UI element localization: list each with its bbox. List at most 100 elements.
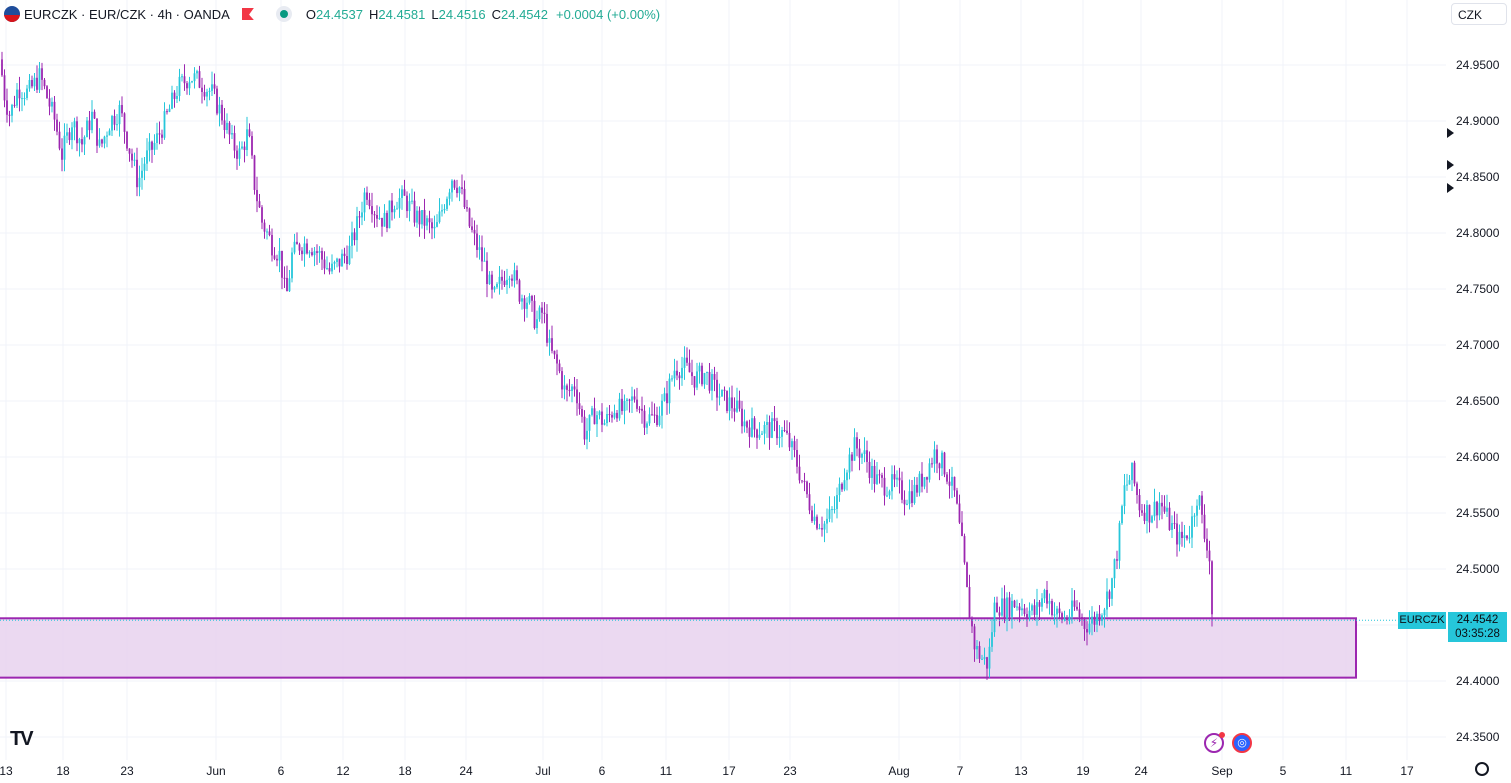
- candle-body: [641, 408, 643, 411]
- candle: [186, 80, 188, 95]
- candle-body: [393, 209, 396, 213]
- candle: [783, 420, 786, 433]
- price-tick-label: 24.3500: [1456, 730, 1500, 744]
- candle-body: [111, 115, 113, 131]
- candle-body: [651, 414, 653, 416]
- symbol-title[interactable]: EURCZK · EUR/CZK · 4h · OANDA: [24, 6, 230, 22]
- candle: [1021, 598, 1023, 616]
- candle: [616, 410, 618, 422]
- candle-body: [206, 91, 208, 97]
- time-axis[interactable]: 13 18 23 Jun 6 12 18 24 Jul 6 11 17 23 Aug 7 13 19 24 Sep 5…: [0, 764, 1414, 778]
- candle-body: [601, 411, 603, 425]
- candle-body: [213, 84, 216, 89]
- support-zone-rectangle[interactable]: [0, 617, 1357, 679]
- candle-body: [401, 189, 403, 198]
- candle-body: [361, 212, 363, 218]
- candle: [171, 85, 173, 110]
- candle: [1143, 504, 1146, 525]
- candle: [336, 257, 338, 268]
- candle-body: [221, 104, 223, 121]
- candle-body: [1146, 504, 1148, 521]
- candle-body: [523, 298, 526, 309]
- candle-body: [1073, 600, 1076, 607]
- candle-body: [938, 463, 941, 469]
- candle: [588, 414, 591, 442]
- candle: [1178, 524, 1181, 552]
- candle-body: [1156, 501, 1158, 516]
- candle: [661, 394, 663, 429]
- candle: [1208, 540, 1211, 575]
- marker-arrow-icon[interactable]: [1447, 128, 1454, 138]
- candle-body: [1206, 538, 1208, 551]
- price-axis[interactable]: 24.350024.400024.450024.500024.550024.60…: [1446, 0, 1511, 783]
- candle: [276, 254, 278, 267]
- candle: [758, 422, 761, 440]
- candle: [338, 258, 341, 273]
- candle: [766, 414, 768, 438]
- candle-body: [1186, 535, 1188, 539]
- price-axis-bg: [1446, 0, 1511, 783]
- globe-icon[interactable]: ◎: [1232, 733, 1252, 753]
- candle-body: [808, 494, 811, 511]
- last-price-tag: 24.4542 03:35:28: [1448, 612, 1507, 642]
- candle: [833, 496, 836, 514]
- candle-body: [1013, 600, 1016, 608]
- candle: [1048, 593, 1051, 615]
- candle: [1136, 481, 1138, 504]
- candle: [26, 84, 28, 101]
- candle: [688, 349, 691, 373]
- candle-body: [533, 300, 536, 329]
- candle-body: [203, 92, 206, 97]
- candle-body: [56, 119, 58, 132]
- candle-body: [811, 510, 813, 521]
- candle: [993, 596, 996, 637]
- candle: [483, 247, 486, 262]
- candle: [1038, 600, 1041, 621]
- candle: [938, 462, 941, 481]
- candle: [386, 210, 388, 233]
- candle: [61, 138, 63, 172]
- candle: [428, 210, 431, 234]
- candle: [1001, 587, 1003, 617]
- candle-body: [1121, 506, 1123, 524]
- candle: [321, 247, 323, 271]
- tradingview-logo-icon[interactable]: TV: [10, 728, 34, 750]
- candle-body: [508, 278, 511, 280]
- candle-body: [63, 135, 66, 160]
- alert-icon[interactable]: [241, 8, 254, 20]
- candle: [21, 92, 23, 112]
- eye-icon[interactable]: [275, 6, 292, 22]
- candle-body: [61, 148, 63, 160]
- marker-arrow-icon[interactable]: [1447, 160, 1454, 170]
- time-tick-label: 6: [278, 764, 285, 778]
- candle: [273, 247, 276, 261]
- gear-icon[interactable]: [1475, 762, 1489, 776]
- candle: [263, 219, 266, 239]
- candle: [1158, 492, 1161, 521]
- candle: [226, 113, 228, 134]
- currency-button[interactable]: CZK: [1451, 3, 1507, 25]
- candle: [1108, 589, 1111, 607]
- candle: [696, 362, 698, 391]
- marker-arrow-icon[interactable]: [1447, 183, 1454, 193]
- candle-body: [1183, 535, 1186, 539]
- candle-body: [366, 192, 368, 200]
- candle: [328, 262, 331, 275]
- candle: [203, 84, 206, 101]
- candle: [363, 187, 366, 221]
- candle-body: [443, 208, 446, 211]
- candle: [238, 141, 241, 166]
- change-value: +0.0004 (+0.00%): [556, 6, 661, 22]
- candle: [1168, 502, 1171, 531]
- candle: [1043, 588, 1046, 603]
- candle: [971, 616, 973, 634]
- candle: [983, 647, 986, 665]
- candle-body: [798, 466, 801, 481]
- candle-body: [491, 274, 493, 290]
- candle-body: [236, 150, 238, 159]
- candle-body: [1058, 608, 1061, 614]
- candle-body: [26, 88, 28, 99]
- candle: [313, 247, 316, 267]
- bolt-icon[interactable]: ⚡: [1204, 732, 1225, 753]
